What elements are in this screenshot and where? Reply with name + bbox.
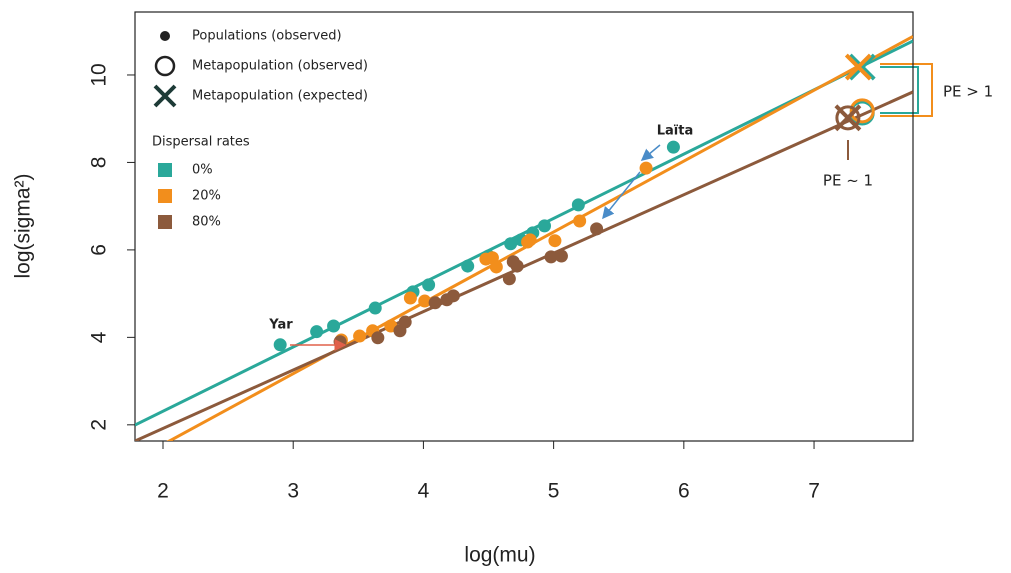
legend-label: Populations (observed) (192, 29, 342, 44)
legend-symbol (160, 31, 170, 41)
population-point (310, 325, 324, 339)
metapopulation-observed (849, 98, 875, 124)
x-tick-label: 6 (678, 480, 690, 503)
population-point (422, 278, 436, 292)
metapopulation-expected (844, 53, 872, 81)
population-point (446, 289, 460, 303)
legend-title: Dispersal rates (152, 135, 250, 150)
legend-label: 80% (192, 215, 221, 230)
population-point (273, 338, 287, 352)
legend-swatch (158, 163, 172, 177)
y-tick-label: 10 (88, 63, 111, 86)
x-tick-label: 2 (157, 480, 169, 503)
population-point (502, 272, 516, 286)
metapopulation-expected (848, 53, 876, 81)
population-point (398, 315, 412, 329)
annotation: Yar (268, 318, 293, 333)
population-point (538, 219, 552, 233)
legend-label: Metapopulation (expected) (192, 89, 368, 104)
fit-line (135, 90, 913, 441)
population-point (368, 301, 382, 315)
population-point (639, 161, 653, 175)
y-tick-label: 2 (88, 419, 111, 431)
x-tick-label: 4 (418, 480, 430, 503)
x-axis-label: log(mu) (464, 544, 535, 567)
population-point (510, 259, 524, 273)
y-tick-label: 8 (88, 157, 111, 169)
population-point (428, 296, 442, 310)
x-tick-label: 7 (808, 480, 820, 503)
y-axis-label: log(sigma²) (12, 173, 35, 278)
population-point (554, 249, 568, 263)
legend-symbol (154, 55, 176, 77)
population-point (489, 260, 503, 274)
legend-label: Metapopulation (observed) (192, 59, 368, 74)
population-point (590, 222, 604, 236)
legend-label: 0% (192, 163, 213, 178)
legend-label: 20% (192, 189, 221, 204)
population-point (571, 198, 585, 212)
plot-frame (134, 11, 914, 442)
population-point (548, 234, 562, 248)
population-point (333, 335, 347, 349)
legend-swatch (158, 215, 172, 229)
population-point (327, 319, 341, 333)
population-point (403, 291, 417, 305)
annotation: PE ~ 1 (823, 172, 873, 190)
pe-bracket (847, 63, 933, 160)
metapopulation-observed (835, 105, 861, 131)
population-point (353, 329, 367, 343)
annotation-arrow (602, 171, 641, 220)
population-point (544, 250, 558, 264)
x-tick-label: 3 (287, 480, 299, 503)
population-point (504, 237, 518, 251)
population-point (523, 233, 537, 247)
annotation: PE > 1 (943, 83, 993, 101)
population-point (573, 214, 587, 228)
plot-area (135, 35, 913, 441)
legend-symbol (153, 84, 177, 108)
x-tick-label: 5 (548, 480, 560, 503)
legend: Populations (observed) Metapopulation (ob… (152, 29, 368, 230)
fit-line (135, 39, 913, 427)
annotation-arrow (640, 144, 661, 161)
y-tick-label: 6 (88, 244, 111, 256)
population-point (371, 331, 385, 345)
metapopulation-expected (834, 104, 862, 132)
population-point (666, 140, 680, 154)
legend-swatch (158, 189, 172, 203)
fit-line (166, 35, 913, 441)
population-point (461, 259, 475, 273)
population-point (418, 294, 432, 308)
annotation: Laïta (657, 124, 694, 139)
y-tick-label: 4 (88, 331, 111, 343)
